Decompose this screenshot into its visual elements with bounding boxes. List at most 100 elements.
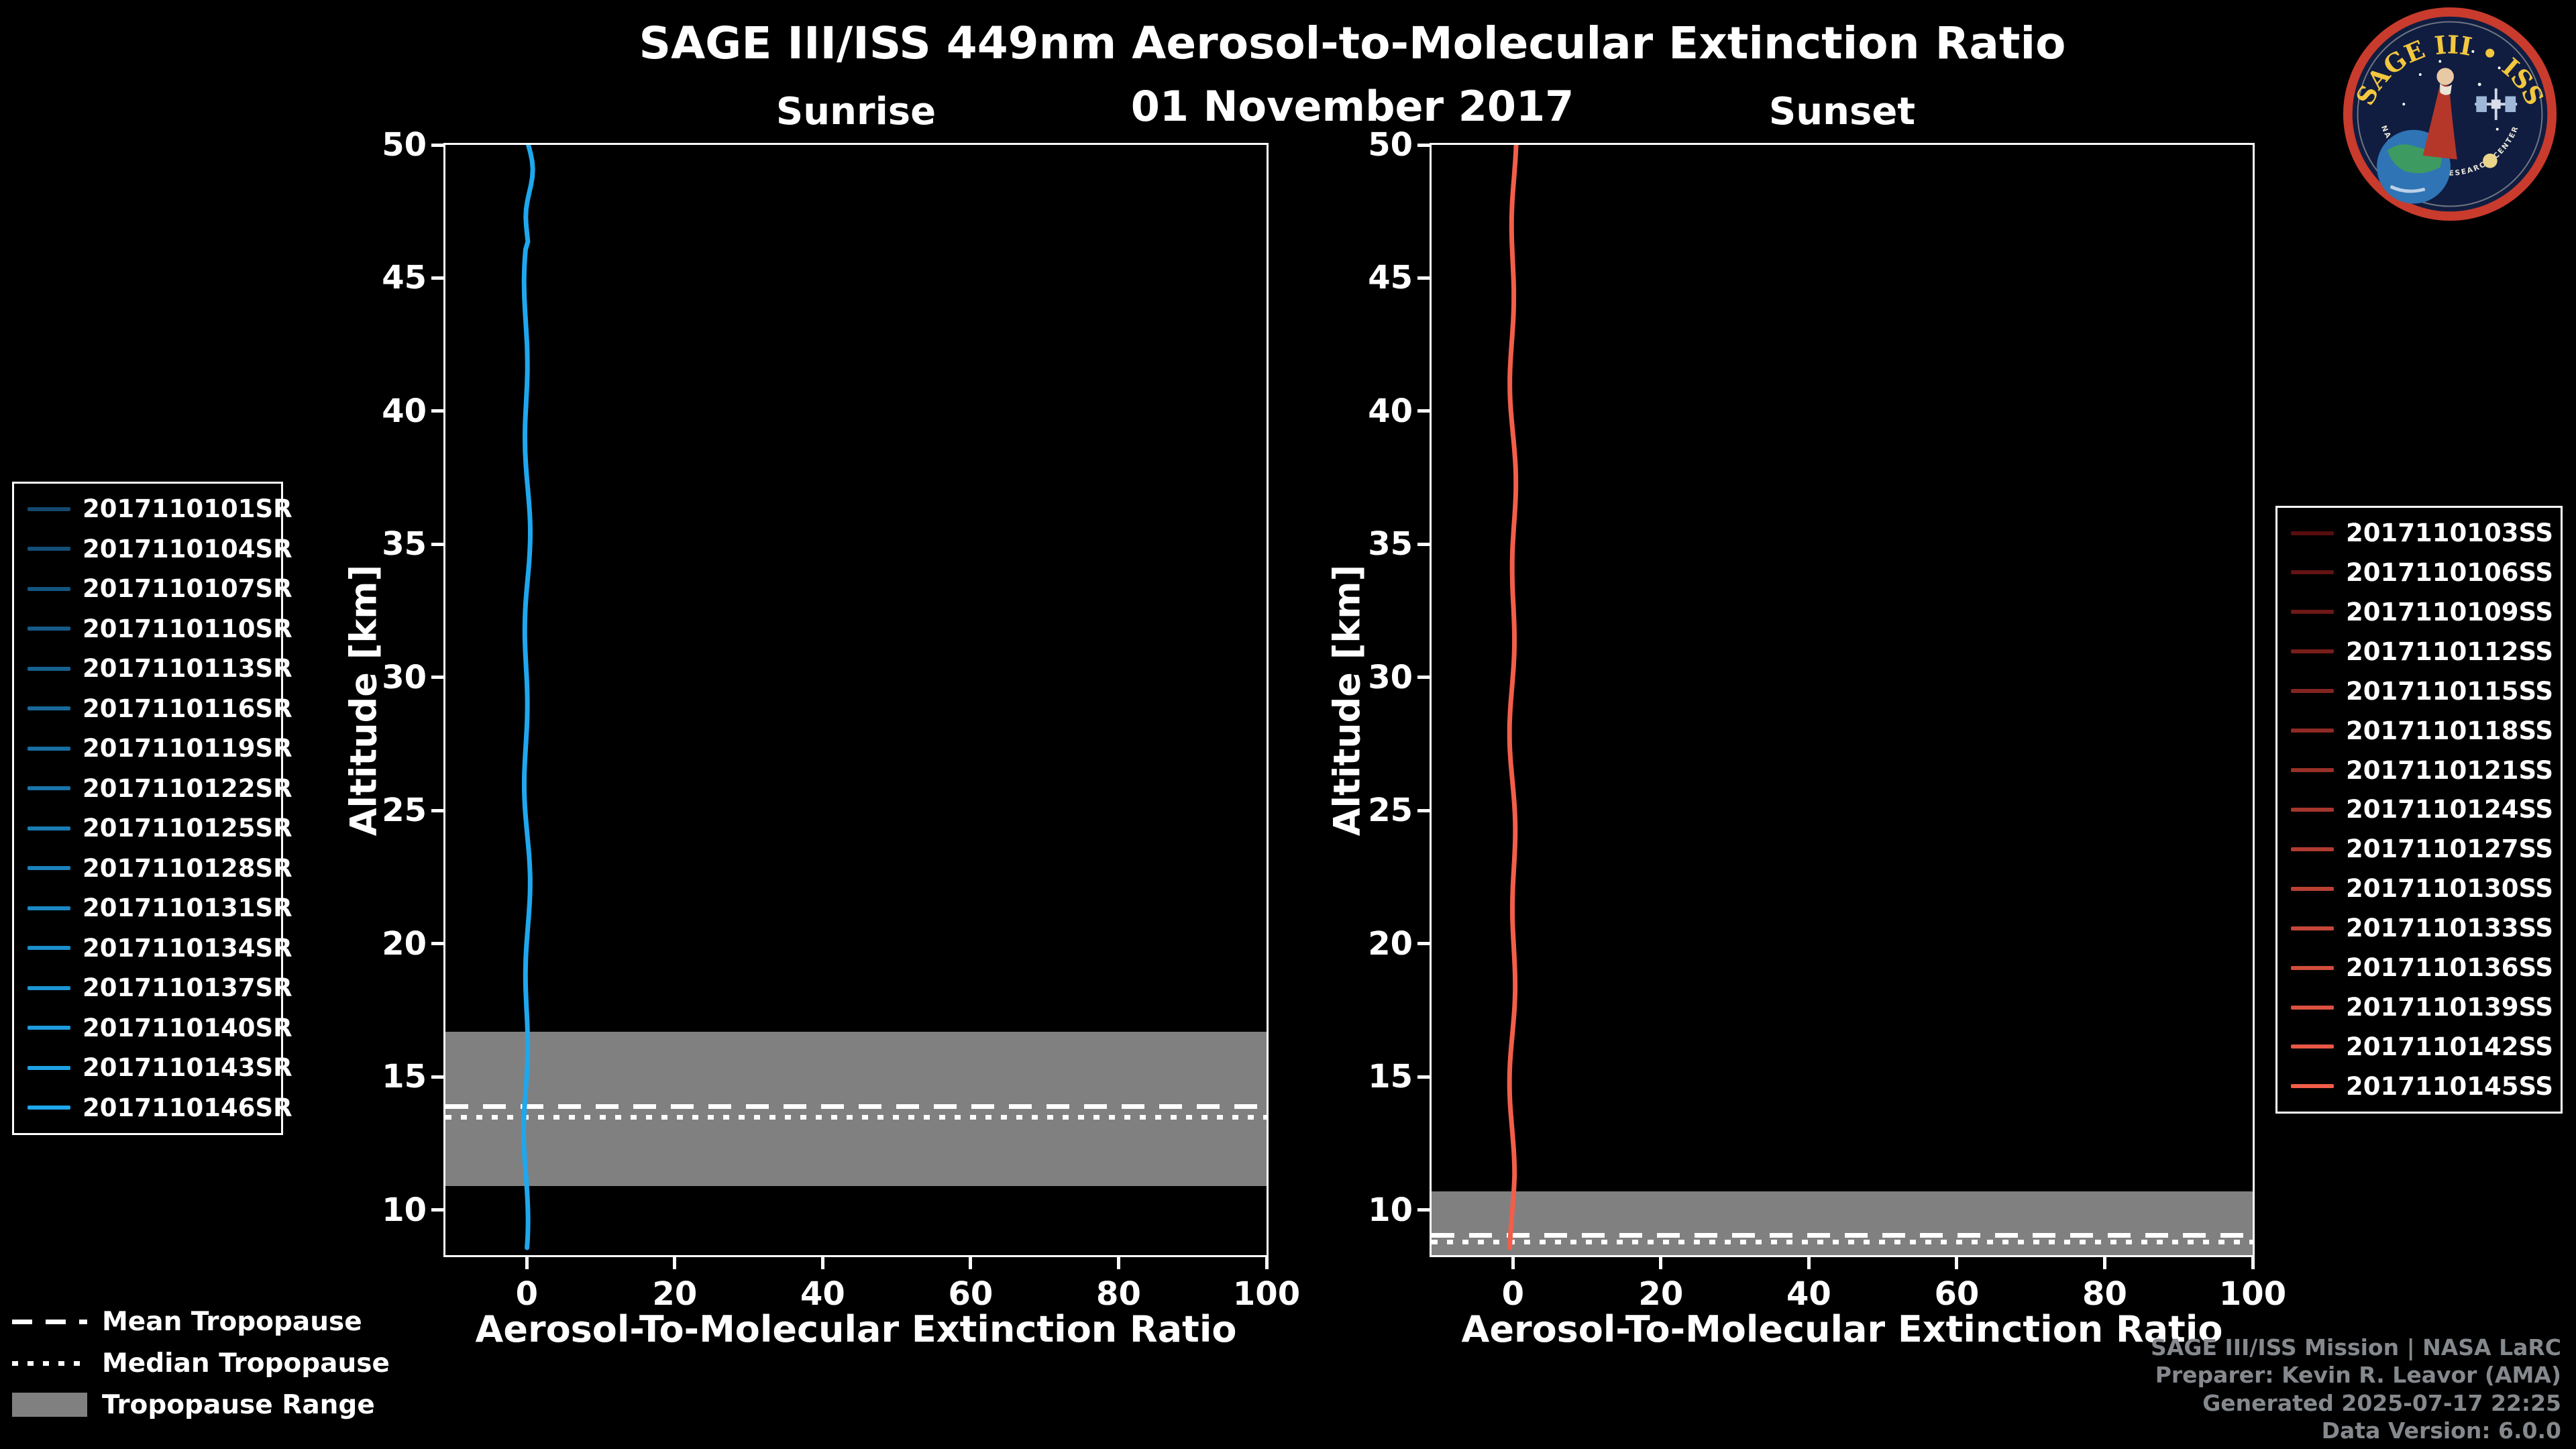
legend-item: 2017110128SR	[28, 854, 292, 883]
legend-label: 2017110124SS	[2346, 795, 2554, 824]
x-tick-label: 20	[652, 1275, 698, 1313]
y-tick-label: 50	[382, 126, 427, 164]
x-tick	[2251, 1257, 2255, 1269]
mean-tropopause-line	[445, 1104, 1267, 1109]
y-tick-label: 15	[382, 1058, 427, 1096]
x-tick-label: 60	[1934, 1275, 1980, 1313]
x-tick	[1807, 1257, 1811, 1269]
legend-line-sample	[28, 746, 70, 751]
credit-preparer: Preparer: Kevin R. Leavor (AMA)	[2155, 1362, 2561, 1389]
median-tropopause-line	[1432, 1240, 2253, 1245]
y-tick	[431, 276, 443, 280]
legend-item: 2017110112SS	[2291, 637, 2553, 666]
legend-label: 2017110106SS	[2346, 557, 2554, 587]
legend-item: 2017110101SR	[28, 494, 292, 523]
legend-item: 2017110143SR	[28, 1053, 292, 1082]
x-tick-label: 20	[1638, 1275, 1684, 1313]
legend-line-sample	[2291, 768, 2334, 773]
mean-tropopause-line-sample	[12, 1319, 87, 1324]
legend-item: 2017110134SR	[28, 934, 292, 963]
legend-line-sample	[2291, 531, 2334, 535]
tropopause-legend: Mean Tropopause Median Tropopause Tropop…	[12, 1305, 390, 1421]
legend-line-sample	[28, 706, 70, 711]
legend-label: 2017110113SR	[83, 654, 292, 684]
legend-line-sample	[28, 547, 70, 551]
legend-label: 2017110145SS	[2346, 1071, 2554, 1101]
y-tick-label: 40	[1368, 392, 1413, 430]
legend-line-sample	[2291, 847, 2334, 851]
y-tick-label: 45	[382, 259, 427, 297]
mean-tropopause-label: Mean Tropopause	[102, 1306, 362, 1337]
legend-item: 2017110106SS	[2291, 558, 2553, 587]
legend-item: 2017110136SS	[2291, 953, 2553, 982]
legend-label: 2017110118SS	[2346, 716, 2554, 745]
legend-item: 2017110107SR	[28, 574, 292, 603]
legend-label: 2017110140SR	[83, 1013, 292, 1042]
legend-item: 2017110119SR	[28, 734, 292, 763]
legend-item: 2017110145SS	[2291, 1072, 2553, 1101]
x-tick	[1511, 1257, 1515, 1269]
legend-label: 2017110119SR	[83, 734, 292, 763]
legend-label: 2017110109SS	[2346, 597, 2554, 627]
legend-label: 2017110107SR	[83, 574, 292, 604]
y-tick	[1417, 542, 1430, 546]
mean-tropopause-legend-item: Mean Tropopause	[12, 1305, 390, 1338]
legend-line-sample	[2291, 886, 2334, 891]
y-tick-label: 30	[1368, 658, 1413, 696]
y-tick	[431, 942, 443, 946]
y-tick	[431, 676, 443, 680]
y-tick	[1417, 808, 1430, 812]
y-tick-label: 10	[382, 1191, 427, 1229]
x-tick	[1955, 1257, 1959, 1269]
legend-item: 2017110140SR	[28, 1014, 292, 1042]
x-tick-label: 40	[1786, 1275, 1831, 1313]
legend-line-sample	[2291, 610, 2334, 614]
sunset-profile-lines	[1507, 145, 1519, 1250]
legend-line-sample	[2291, 1044, 2334, 1049]
legend-label: 2017110112SS	[2346, 637, 2554, 666]
x-tick-label: 100	[1232, 1275, 1301, 1313]
legend-label: 2017110128SR	[83, 853, 292, 883]
legend-label: 2017110143SR	[83, 1053, 292, 1083]
legend-line-sample	[28, 1065, 70, 1070]
legend-line-sample	[2291, 729, 2334, 733]
tropopause-range-legend-item: Tropopause Range	[12, 1389, 390, 1421]
panel-title-sunset: Sunset	[1768, 90, 1916, 133]
credit-mission: SAGE III/ISS Mission | NASA LaRC	[2151, 1334, 2561, 1360]
legend-line-sample	[2291, 1005, 2334, 1010]
y-tick	[1417, 1075, 1430, 1079]
legend-item: 2017110103SS	[2291, 519, 2553, 547]
y-axis-label-sunrise: Altitude [km]	[342, 564, 385, 837]
legend-line-sample	[28, 506, 70, 511]
x-tick	[2102, 1257, 2106, 1269]
legend-line-sample	[2291, 649, 2334, 654]
x-tick	[525, 1257, 529, 1269]
legend-item: 2017110121SS	[2291, 756, 2553, 785]
x-tick-label: 40	[800, 1275, 845, 1313]
x-axis-label-sunrise: Aerosol-To-Molecular Extinction Ratio	[475, 1308, 1237, 1350]
logo-sage-figure	[2422, 84, 2457, 160]
legend-item: 2017110113SR	[28, 654, 292, 683]
x-tick-label: 80	[1096, 1275, 1141, 1313]
legend-line-sample	[28, 946, 70, 951]
median-tropopause-line	[445, 1114, 1267, 1120]
median-tropopause-legend-item: Median Tropopause	[12, 1347, 390, 1379]
legend-label: 2017110133SS	[2346, 914, 2554, 943]
legend-item: 2017110124SS	[2291, 795, 2553, 824]
y-tick-label: 25	[382, 792, 427, 830]
x-axis-label-sunset: Aerosol-To-Molecular Extinction Ratio	[1461, 1308, 2223, 1350]
legend-label: 2017110110SR	[83, 614, 292, 643]
sage-iss-logo: SAGE III • ISS NASA LANGLEY RESEARCH CEN…	[2341, 5, 2559, 223]
x-tick	[1265, 1257, 1269, 1269]
x-tick	[1116, 1257, 1120, 1269]
y-tick	[1417, 409, 1430, 413]
legend-label: 2017110137SR	[83, 973, 292, 1003]
legend-line-sample	[2291, 689, 2334, 694]
y-tick-label: 20	[382, 924, 427, 963]
legend-label: 2017110142SS	[2346, 1032, 2554, 1061]
legend-item: 2017110104SR	[28, 535, 292, 564]
legend-label: 2017110139SS	[2346, 993, 2554, 1022]
x-tick-label: 0	[1501, 1275, 1524, 1313]
legend-line-sample	[28, 586, 70, 591]
